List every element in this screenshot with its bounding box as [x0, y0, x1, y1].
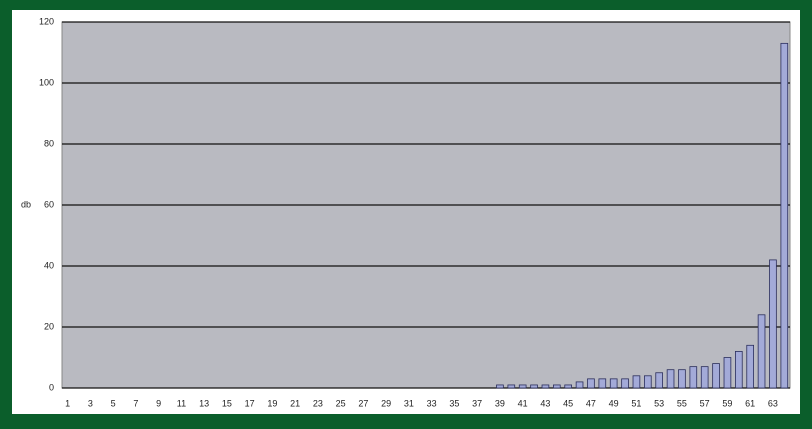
x-tick-label: 57	[700, 398, 710, 408]
y-tick-label: 40	[44, 260, 54, 270]
x-tick-label: 33	[427, 398, 437, 408]
x-tick-label: 25	[336, 398, 346, 408]
bar	[507, 384, 516, 389]
x-tick-label: 41	[518, 398, 528, 408]
bar	[712, 363, 720, 389]
x-tick-label: 15	[222, 398, 232, 408]
x-tick-label: 17	[245, 398, 255, 408]
bar	[541, 384, 550, 389]
x-tick-label: 29	[381, 398, 391, 408]
x-tick-label: 53	[654, 398, 664, 408]
bar	[757, 314, 766, 389]
bar	[518, 384, 527, 389]
bar	[678, 369, 686, 389]
x-tick-label: 13	[199, 398, 209, 408]
y-tick-label: 0	[49, 382, 54, 392]
x-tick-label: 19	[267, 398, 277, 408]
bar	[700, 366, 709, 389]
x-tick-label: 5	[111, 398, 116, 408]
bar	[655, 372, 664, 389]
x-tick-label: 31	[404, 398, 414, 408]
bar	[735, 350, 743, 389]
x-tick-label: 55	[677, 398, 687, 408]
bar	[644, 375, 652, 389]
x-tick-label: 23	[313, 398, 323, 408]
bar	[689, 366, 698, 389]
y-tick-label: 120	[39, 16, 54, 26]
x-tick-label: 49	[609, 398, 619, 408]
bar	[746, 344, 755, 389]
bar	[609, 378, 618, 389]
bar	[723, 357, 732, 389]
x-tick-label: 27	[358, 398, 368, 408]
x-tick-label: 47	[586, 398, 596, 408]
bar	[769, 259, 777, 389]
bar	[553, 384, 561, 389]
y-tick-label: 20	[44, 321, 54, 331]
x-tick-label: 37	[472, 398, 482, 408]
x-tick-label: 51	[631, 398, 641, 408]
bar	[587, 378, 595, 389]
x-tick-label: 45	[563, 398, 573, 408]
bar	[575, 381, 584, 389]
y-tick-label: 60	[44, 199, 54, 209]
x-tick-label: 35	[449, 398, 459, 408]
y-tick-label: 80	[44, 138, 54, 148]
bar	[564, 384, 573, 389]
x-tick-label: 7	[133, 398, 138, 408]
bar	[666, 369, 675, 389]
x-tick-label: 9	[156, 398, 161, 408]
x-tick-label: 39	[495, 398, 505, 408]
bar	[632, 375, 641, 389]
x-tick-label: 3	[88, 398, 93, 408]
bar	[621, 378, 629, 389]
x-tick-label: 21	[290, 398, 300, 408]
x-tick-label: 61	[745, 398, 755, 408]
bar	[780, 42, 789, 389]
x-tick-label: 63	[768, 398, 778, 408]
y-tick-label: 100	[39, 77, 54, 87]
x-tick-label: 59	[722, 398, 732, 408]
x-tick-label: 1	[65, 398, 70, 408]
bar	[598, 378, 607, 389]
y-axis-label: db	[21, 199, 31, 209]
x-tick-label: 11	[177, 398, 186, 408]
bar	[530, 384, 538, 389]
x-tick-label: 43	[540, 398, 550, 408]
bar	[496, 384, 504, 389]
